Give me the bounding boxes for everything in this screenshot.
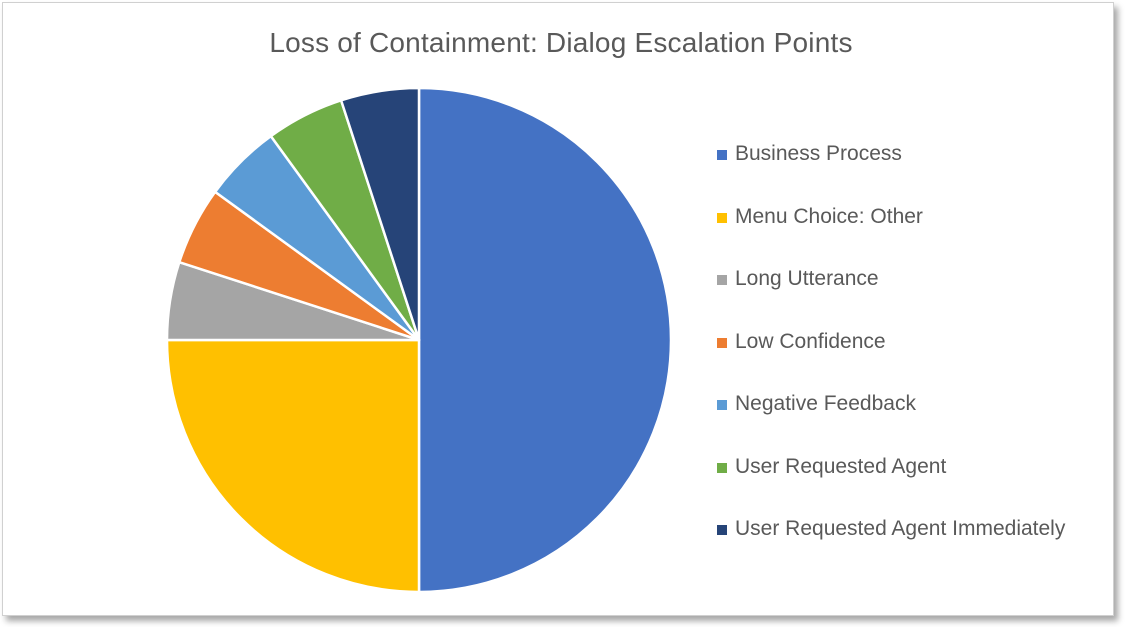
legend-label: Business Process xyxy=(735,142,902,165)
legend-label: User Requested Agent Immediately xyxy=(735,517,1066,540)
chart-legend: Business Process Menu Choice: Other Long U… xyxy=(717,141,1065,579)
legend-label: Menu Choice: Other xyxy=(735,204,923,228)
legend-label: Negative Feedback xyxy=(735,392,916,415)
legend-label: Long Utterance xyxy=(735,267,879,290)
pie-chart xyxy=(165,86,673,594)
pie-slice-user-requested-agent-immediately xyxy=(339,86,421,342)
legend-swatch xyxy=(717,275,727,285)
legend-swatch xyxy=(717,212,727,223)
legend-swatch xyxy=(717,525,727,535)
legend-label: Low Confidence xyxy=(735,329,886,353)
legend-item: User Requested Agent Immediately xyxy=(717,516,1065,579)
legend-item: Menu Choice: Other xyxy=(717,204,1065,267)
legend-swatch xyxy=(717,462,727,473)
legend-item: Long Utterance xyxy=(717,266,1065,329)
pie-slice-business-process xyxy=(417,86,673,594)
legend-item: Low Confidence xyxy=(717,329,1065,392)
chart-frame: Loss of Containment: Dialog Escalation P… xyxy=(2,2,1114,616)
legend-swatch xyxy=(717,400,727,410)
pie-slice-menu-choice-other xyxy=(165,338,421,594)
legend-item: Business Process xyxy=(717,141,1065,204)
legend-item: Negative Feedback xyxy=(717,391,1065,454)
legend-item: User Requested Agent xyxy=(717,454,1065,517)
legend-label: User Requested Agent xyxy=(735,454,947,478)
legend-swatch xyxy=(717,150,727,160)
chart-title: Loss of Containment: Dialog Escalation P… xyxy=(269,27,853,58)
legend-swatch xyxy=(717,337,727,348)
